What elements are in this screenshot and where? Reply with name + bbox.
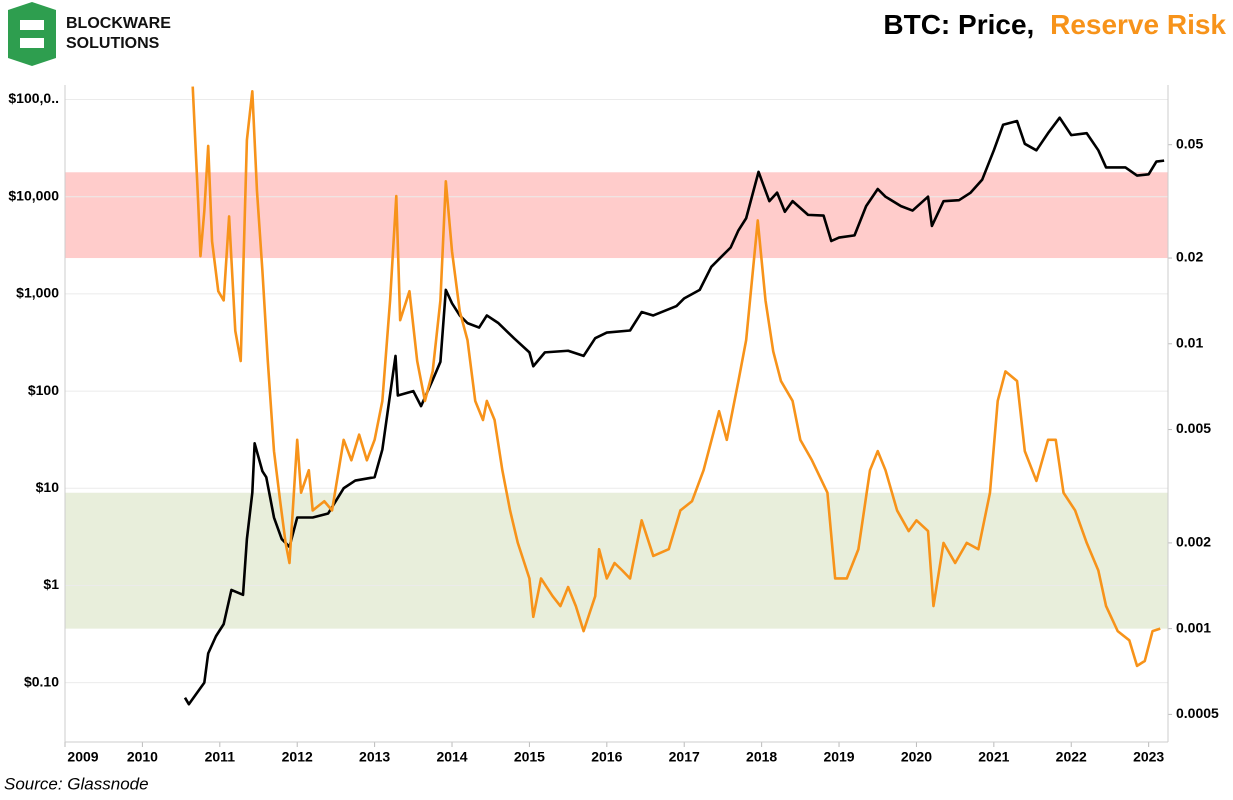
y2-tick-label: 0.001 — [1176, 619, 1211, 635]
logo: BLOCKWARE SOLUTIONS — [8, 2, 171, 66]
y-tick-label: $0.10 — [24, 673, 59, 689]
x-tick-label: 2009 — [67, 749, 98, 765]
source-note: Source: Glassnode — [4, 774, 149, 793]
x-tick-label: 2022 — [1056, 749, 1087, 765]
y-tick-label: $1,000 — [16, 285, 59, 301]
x-tick-label: 2014 — [436, 749, 467, 765]
title-part: BTC: Price, — [883, 9, 1034, 40]
x-tick-label: 2015 — [514, 749, 545, 765]
x-tick-label: 2021 — [978, 749, 1009, 765]
series-line — [191, 86, 1161, 668]
y-tick-label: $100,0.. — [8, 90, 59, 106]
chart-title: BTC: Price, Reserve Risk — [883, 9, 1226, 40]
x-tick-label: 2020 — [901, 749, 932, 765]
logo-detail — [20, 20, 44, 48]
band — [65, 172, 1168, 259]
y2-tick-label: 0.002 — [1176, 534, 1211, 550]
x-tick-label: 2016 — [591, 749, 622, 765]
y-tick-label: $100 — [28, 382, 59, 398]
x-tick-label: 2012 — [282, 749, 313, 765]
y2-tick-label: 0.05 — [1176, 135, 1203, 151]
y2-tick-label: 0.02 — [1176, 249, 1203, 265]
x-tick-label: 2017 — [669, 749, 700, 765]
y2-tick-label: 0.01 — [1176, 334, 1203, 350]
y2-tick-label: 0.005 — [1176, 420, 1211, 436]
band — [65, 492, 1168, 629]
x-tick-label: 2023 — [1133, 749, 1164, 765]
logo-mark — [8, 2, 56, 66]
title-part: Reserve Risk — [1050, 9, 1226, 40]
logo-text: SOLUTIONS — [66, 35, 160, 52]
logo-text: BLOCKWARE — [66, 15, 171, 32]
x-tick-label: 2010 — [127, 749, 158, 765]
x-tick-label: 2013 — [359, 749, 390, 765]
x-tick-label: 2019 — [823, 749, 854, 765]
y-tick-label: $10 — [36, 479, 60, 495]
x-tick-label: 2018 — [746, 749, 777, 765]
x-tick-label: 2011 — [205, 749, 236, 765]
y-tick-label: $1 — [43, 576, 59, 592]
y-tick-label: $10,000 — [8, 187, 59, 203]
y2-tick-label: 0.0005 — [1176, 705, 1219, 721]
